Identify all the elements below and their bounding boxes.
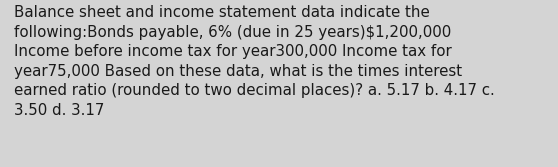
Text: Balance sheet and income statement data indicate the
following:Bonds payable, 6%: Balance sheet and income statement data … [14,5,495,118]
